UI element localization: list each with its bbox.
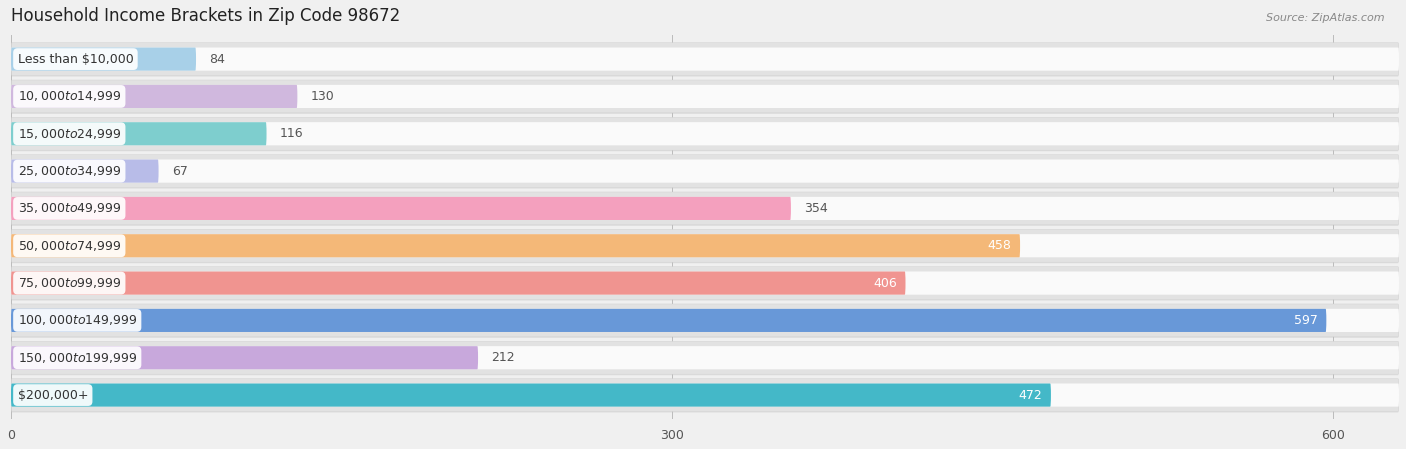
Text: 84: 84 [209, 53, 225, 66]
Text: $150,000 to $199,999: $150,000 to $199,999 [17, 351, 136, 365]
Text: $10,000 to $14,999: $10,000 to $14,999 [17, 89, 121, 103]
FancyBboxPatch shape [11, 193, 1399, 226]
FancyBboxPatch shape [11, 85, 1399, 108]
FancyBboxPatch shape [11, 122, 267, 145]
FancyBboxPatch shape [11, 119, 1399, 151]
Text: $15,000 to $24,999: $15,000 to $24,999 [17, 127, 121, 141]
Text: 130: 130 [311, 90, 335, 103]
FancyBboxPatch shape [11, 234, 1399, 257]
FancyBboxPatch shape [11, 122, 1399, 145]
FancyBboxPatch shape [11, 343, 1399, 375]
Text: Source: ZipAtlas.com: Source: ZipAtlas.com [1267, 13, 1385, 23]
FancyBboxPatch shape [11, 85, 298, 108]
FancyBboxPatch shape [11, 268, 1399, 301]
FancyBboxPatch shape [11, 156, 1399, 189]
Text: 458: 458 [987, 239, 1011, 252]
FancyBboxPatch shape [11, 380, 1399, 413]
Text: 67: 67 [172, 165, 187, 178]
Text: 212: 212 [491, 351, 515, 364]
FancyBboxPatch shape [11, 159, 159, 183]
Text: Less than $10,000: Less than $10,000 [17, 53, 134, 66]
Text: $200,000+: $200,000+ [17, 388, 89, 401]
FancyBboxPatch shape [11, 234, 1021, 257]
FancyBboxPatch shape [11, 383, 1399, 407]
FancyBboxPatch shape [11, 117, 1399, 150]
FancyBboxPatch shape [11, 379, 1399, 411]
Text: $100,000 to $149,999: $100,000 to $149,999 [17, 313, 136, 327]
FancyBboxPatch shape [11, 192, 1399, 225]
FancyBboxPatch shape [11, 81, 1399, 114]
FancyBboxPatch shape [11, 346, 1399, 370]
FancyBboxPatch shape [11, 305, 1399, 338]
FancyBboxPatch shape [11, 197, 792, 220]
FancyBboxPatch shape [11, 341, 1399, 374]
Text: $75,000 to $99,999: $75,000 to $99,999 [17, 276, 121, 290]
FancyBboxPatch shape [11, 80, 1399, 113]
FancyBboxPatch shape [11, 48, 1399, 70]
FancyBboxPatch shape [11, 48, 195, 70]
Text: 354: 354 [804, 202, 828, 215]
Text: 472: 472 [1018, 388, 1042, 401]
FancyBboxPatch shape [11, 159, 1399, 183]
Text: $35,000 to $49,999: $35,000 to $49,999 [17, 202, 121, 216]
FancyBboxPatch shape [11, 346, 478, 370]
FancyBboxPatch shape [11, 44, 1399, 77]
FancyBboxPatch shape [11, 272, 1399, 295]
FancyBboxPatch shape [11, 383, 1050, 407]
FancyBboxPatch shape [11, 197, 1399, 220]
FancyBboxPatch shape [11, 272, 905, 295]
Text: 406: 406 [873, 277, 897, 290]
FancyBboxPatch shape [11, 43, 1399, 75]
Text: $25,000 to $34,999: $25,000 to $34,999 [17, 164, 121, 178]
FancyBboxPatch shape [11, 309, 1326, 332]
FancyBboxPatch shape [11, 230, 1399, 263]
FancyBboxPatch shape [11, 229, 1399, 262]
Text: 116: 116 [280, 127, 304, 140]
Text: Household Income Brackets in Zip Code 98672: Household Income Brackets in Zip Code 98… [11, 7, 401, 25]
FancyBboxPatch shape [11, 267, 1399, 299]
FancyBboxPatch shape [11, 309, 1399, 332]
Text: 597: 597 [1294, 314, 1317, 327]
FancyBboxPatch shape [11, 154, 1399, 188]
Text: $50,000 to $74,999: $50,000 to $74,999 [17, 239, 121, 253]
FancyBboxPatch shape [11, 304, 1399, 337]
